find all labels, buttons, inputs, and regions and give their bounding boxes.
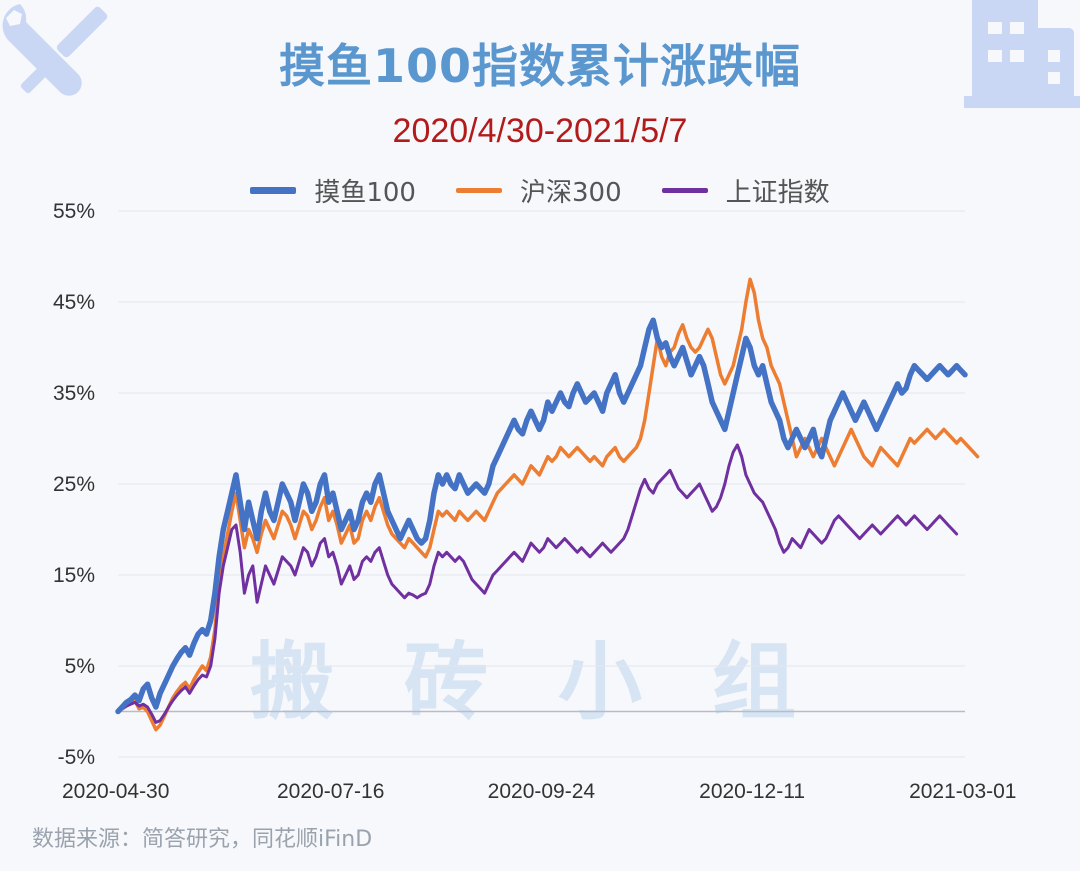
tools-icon xyxy=(2,4,108,96)
x-tick-label: 2020-12-11 xyxy=(699,780,805,803)
y-tick-label: 5% xyxy=(65,655,95,678)
legend-label-sse: 上证指数 xyxy=(725,178,830,208)
chart-legend: 摸鱼100 沪深300 上证指数 xyxy=(0,172,1080,209)
series-line-moyu100 xyxy=(115,317,968,715)
series-line-hs300 xyxy=(116,277,980,732)
x-tick-label: 2020-07-16 xyxy=(277,780,384,803)
y-tick-label: 15% xyxy=(53,564,95,587)
chart-series xyxy=(115,277,980,732)
x-tick-label: 2020-04-30 xyxy=(62,780,169,803)
data-source-note: 数据来源：简答研究，同花顺iFinD xyxy=(32,827,373,852)
legend-item-hs300: 沪深300 xyxy=(455,172,622,209)
legend-item-moyu100: 摸鱼100 xyxy=(250,172,416,209)
building-icon xyxy=(964,0,1080,108)
legend-swatch-sse xyxy=(661,188,708,193)
legend-label-hs300: 沪深300 xyxy=(519,178,622,208)
y-tick-label: 35% xyxy=(53,382,95,405)
x-tick-label: 2020-09-24 xyxy=(488,780,596,803)
y-tick-label: 25% xyxy=(53,473,95,496)
chart-grid xyxy=(118,210,965,758)
chart-title: 摸鱼100指数累计涨跌幅 xyxy=(278,39,802,93)
legend-swatch-hs300 xyxy=(455,188,502,193)
x-tick-label: 2021-03-01 xyxy=(909,780,1016,803)
y-axis: 55% 45% 35% 25% 15% 5% -5% xyxy=(53,200,95,769)
y-tick-label: 55% xyxy=(53,200,95,223)
watermark: 搬砖小组 xyxy=(250,633,867,731)
x-axis: 2020-04-30 2020-07-16 2020-09-24 2020-12-11… xyxy=(62,780,1016,803)
y-tick-label: 45% xyxy=(53,291,95,314)
legend-label-moyu100: 摸鱼100 xyxy=(314,178,416,208)
series-line-sse xyxy=(116,443,959,724)
chart-subtitle: 2020/4/30-2021/5/7 xyxy=(392,112,688,150)
y-tick-label: -5% xyxy=(58,746,95,769)
legend-swatch-moyu100 xyxy=(250,187,297,194)
legend-item-sse: 上证指数 xyxy=(661,172,830,209)
